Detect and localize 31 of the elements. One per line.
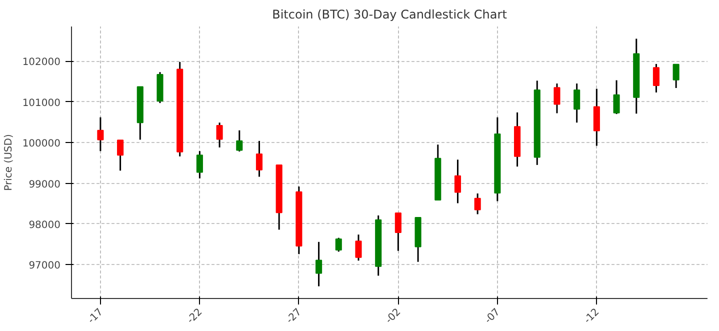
candlestick bbox=[97, 116, 104, 152]
x-tick-label: -02 bbox=[384, 306, 404, 326]
candlestick bbox=[316, 241, 322, 288]
x-tick-label: -17 bbox=[86, 306, 106, 326]
candlestick bbox=[355, 234, 362, 262]
y-tick-label: 98000 bbox=[28, 220, 60, 231]
candlestick bbox=[613, 80, 620, 115]
candlestick bbox=[474, 192, 481, 215]
y-tick-label: 101000 bbox=[22, 98, 61, 109]
x-tick-label: -12 bbox=[582, 306, 602, 326]
candlestick bbox=[236, 130, 243, 152]
chart-title: Bitcoin (BTC) 30-Day Candlestick Chart bbox=[272, 8, 508, 22]
candlestick bbox=[652, 63, 660, 94]
y-tick-label: 102000 bbox=[22, 57, 61, 68]
y-axis-title: Price (USD) bbox=[3, 134, 14, 191]
y-tick-label: 97000 bbox=[28, 260, 60, 272]
candlestick bbox=[335, 237, 342, 252]
x-tick-label: -22 bbox=[185, 306, 205, 326]
candlestick bbox=[196, 150, 203, 180]
candlestick bbox=[216, 122, 223, 148]
candlestick bbox=[117, 139, 124, 172]
y-tick-label: 99000 bbox=[28, 179, 60, 190]
y-tick-label: 100000 bbox=[22, 138, 61, 150]
candlestick bbox=[672, 64, 680, 89]
candlestick bbox=[256, 140, 263, 178]
candlestick bbox=[574, 82, 580, 124]
candlestick bbox=[454, 158, 462, 204]
x-tick-label: -27 bbox=[284, 306, 304, 326]
x-tick-label: -07 bbox=[483, 306, 502, 326]
candlestick bbox=[554, 82, 560, 114]
candlestick bbox=[394, 212, 402, 252]
